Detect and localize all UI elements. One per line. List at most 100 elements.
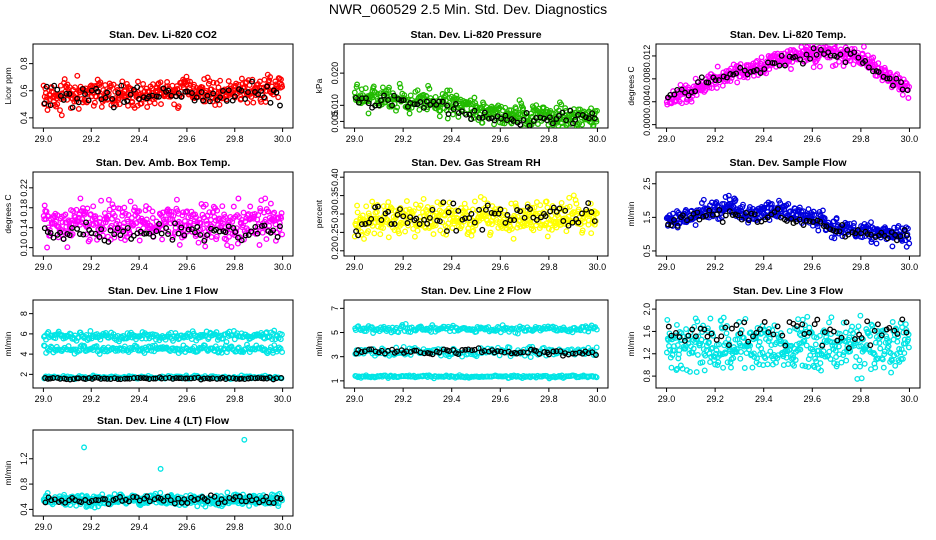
data-point [827, 226, 834, 233]
data-point [738, 348, 744, 355]
data-point [42, 375, 49, 381]
data-point [553, 208, 560, 215]
data-point [125, 212, 132, 218]
data-point [358, 349, 365, 355]
data-point [443, 228, 450, 235]
data-point [895, 222, 902, 229]
data-point [228, 343, 235, 350]
data-point [91, 99, 98, 106]
data-point [889, 82, 896, 89]
data-point [715, 341, 722, 348]
x-tick-label: 30.0 [901, 262, 919, 272]
x-tick-label: 29.4 [443, 262, 461, 272]
data-point [833, 44, 839, 47]
data-point [107, 82, 114, 89]
data-point [411, 347, 418, 354]
data-point [832, 347, 839, 354]
data-point [462, 204, 469, 211]
data-point [140, 81, 147, 87]
data-point [465, 346, 472, 353]
data-point [241, 376, 248, 383]
data-point [272, 78, 279, 85]
data-point [424, 220, 431, 227]
data-point [514, 224, 521, 231]
data-point [375, 102, 382, 109]
data-point [365, 100, 372, 107]
data-point [223, 338, 230, 345]
data-point [788, 66, 794, 72]
data-point [901, 227, 908, 234]
series-line-3-flow [663, 312, 912, 382]
data-point [479, 114, 486, 121]
x-tick-label: 30.0 [274, 394, 292, 404]
data-point [97, 375, 104, 382]
data-point [738, 327, 745, 334]
data-point [491, 121, 498, 128]
data-point [588, 209, 595, 216]
data-point [495, 102, 502, 109]
data-point [445, 111, 452, 117]
data-point [695, 333, 702, 340]
data-point [85, 97, 92, 104]
series-reference [665, 206, 910, 244]
data-point [802, 363, 809, 370]
data-point [683, 326, 690, 333]
data-point [64, 96, 71, 103]
data-point [75, 99, 82, 106]
data-point [699, 359, 706, 366]
data-point [788, 215, 795, 222]
data-point [450, 200, 457, 207]
data-point [879, 356, 886, 363]
y-axis-label: ml/min [626, 201, 636, 226]
data-point [508, 350, 515, 357]
data-point [144, 104, 151, 110]
y-axis-label: ml/min [314, 331, 324, 356]
data-point [869, 58, 876, 65]
y-tick-label: 2.5 [642, 178, 652, 191]
data-point [255, 91, 262, 98]
data-point [213, 329, 220, 336]
data-point [588, 230, 595, 237]
data-point [790, 352, 796, 359]
series-reference [41, 78, 283, 111]
data-point [833, 215, 840, 222]
data-point [394, 211, 401, 218]
data-point [79, 216, 86, 223]
series-line-2-flow-lower [352, 372, 600, 382]
data-point [533, 216, 540, 223]
x-tick-label: 29.0 [35, 262, 53, 272]
data-point [223, 97, 230, 104]
data-point [92, 230, 99, 237]
data-point [365, 110, 372, 117]
data-point [455, 113, 462, 120]
data-point [96, 82, 103, 88]
data-point [58, 112, 65, 119]
data-point [388, 221, 395, 228]
data-point [671, 91, 678, 98]
data-point [238, 216, 245, 223]
y-tick-label: 1.5 [642, 211, 652, 224]
data-point [527, 219, 534, 226]
data-point [771, 209, 778, 216]
data-point [805, 363, 812, 370]
data-point [420, 104, 427, 111]
data-point [524, 349, 531, 356]
data-point [277, 102, 283, 109]
data-point [858, 375, 865, 382]
data-point [248, 228, 255, 235]
data-point [553, 348, 560, 355]
data-point [753, 67, 760, 73]
plot-frame [655, 299, 921, 389]
data-point [804, 313, 811, 320]
data-point [44, 229, 51, 236]
data-point [463, 111, 470, 118]
x-tick-label: 30.0 [274, 262, 292, 272]
data-point [171, 101, 178, 108]
data-point [566, 203, 573, 210]
data-point [354, 202, 361, 209]
y-tick-label: 6 [19, 331, 29, 336]
data-point [770, 331, 777, 338]
data-point [179, 212, 186, 219]
